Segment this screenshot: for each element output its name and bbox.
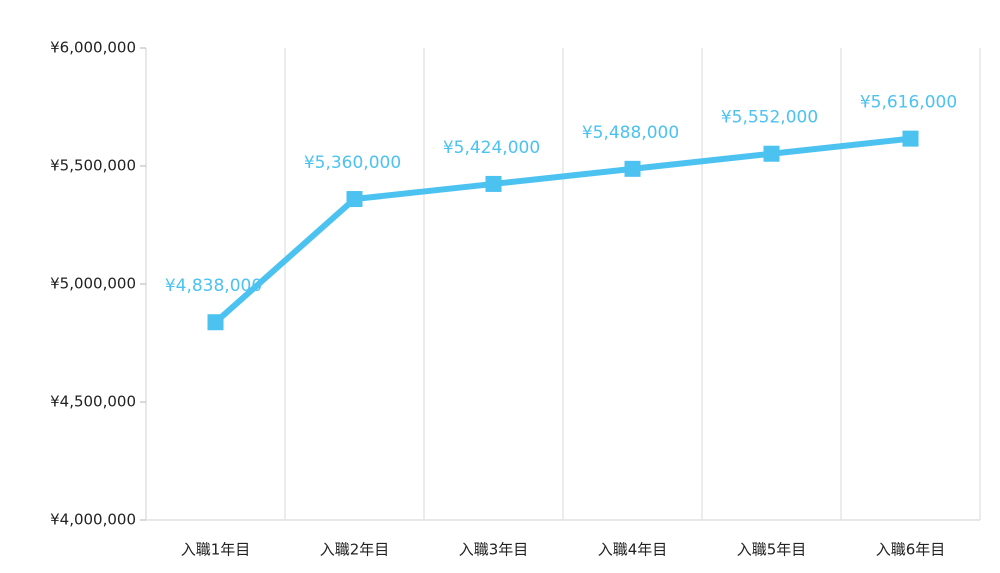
marker — [902, 130, 919, 147]
value-label: ¥5,360,000 — [304, 153, 401, 173]
y-tick-label: ¥5,000,000 — [50, 275, 136, 293]
x-tick-label: 入職4年目 — [598, 541, 668, 559]
x-tick-label: 入職2年目 — [320, 541, 390, 559]
marker — [763, 145, 780, 162]
x-tick-label: 入職5年目 — [737, 541, 807, 559]
value-label: ¥4,838,000 — [165, 276, 262, 296]
marker — [485, 175, 502, 192]
marker — [624, 160, 641, 177]
y-tick-label: ¥5,500,000 — [50, 157, 136, 175]
x-tick-label: 入職1年目 — [181, 541, 251, 559]
x-tick-label: 入職6年目 — [876, 541, 946, 559]
value-label: ¥5,552,000 — [721, 108, 818, 128]
y-tick-label: ¥6,000,000 — [50, 39, 136, 57]
x-tick-label: 入職3年目 — [459, 541, 529, 559]
value-label: ¥5,424,000 — [443, 138, 540, 158]
value-label: ¥5,488,000 — [582, 123, 679, 143]
marker — [346, 191, 363, 208]
y-tick-label: ¥4,500,000 — [50, 393, 136, 411]
y-tick-label: ¥4,000,000 — [50, 511, 136, 529]
marker — [207, 314, 224, 331]
line — [213, 135, 911, 325]
value-label: ¥5,616,000 — [860, 93, 957, 113]
